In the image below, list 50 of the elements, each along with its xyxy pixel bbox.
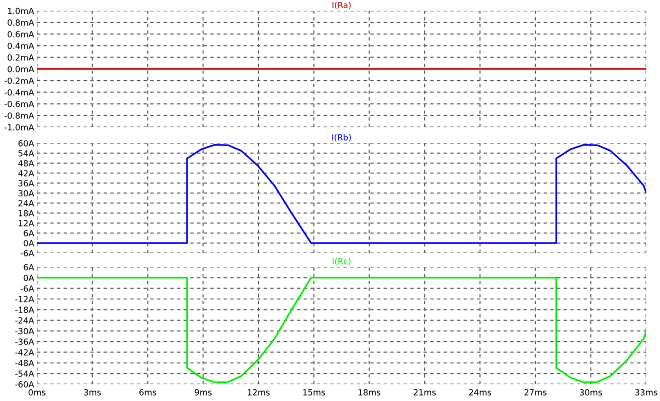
y-tick-label: -42A xyxy=(15,349,34,356)
y-tick-label: -0.8mA xyxy=(4,112,34,119)
y-tick-label: 0.2mA xyxy=(8,54,34,61)
y-tick-label: 54A xyxy=(18,150,34,156)
chart-title: I(Rc) xyxy=(332,258,350,266)
x-tick-label: 27ms xyxy=(524,389,547,396)
y-tick-label: 6A xyxy=(24,264,34,270)
x-tick-label: 15ms xyxy=(303,389,325,396)
y-tick-label: 30A xyxy=(18,190,34,196)
y-tick-label: -0.6mA xyxy=(4,100,34,108)
y-tick-label: 0A xyxy=(24,240,34,246)
y-tick-label: -60A xyxy=(15,381,34,388)
y-tick-label: -0.4mA xyxy=(4,89,34,96)
y-tick-label: 0.4mA xyxy=(8,42,34,49)
y-tick-label: 0.0mA xyxy=(8,66,34,72)
x-tick-label: 30ms xyxy=(580,389,602,396)
y-tick-label: -18A xyxy=(15,306,34,313)
y-tick-label: -30A xyxy=(15,328,34,334)
x-tick-label: 6ms xyxy=(139,389,156,396)
y-tick-label: -54A xyxy=(15,370,34,377)
y-tick-label: 0.6mA xyxy=(8,31,34,38)
y-tick-label: 36A xyxy=(18,180,34,186)
x-tick-label: 33ms xyxy=(635,389,658,396)
y-tick-label: -36A xyxy=(15,338,34,345)
y-tick-label: 60A xyxy=(18,140,34,146)
x-tick-label: 12ms xyxy=(248,389,270,396)
y-tick-label: 0.8mA xyxy=(8,19,34,26)
x-tick-label: 9ms xyxy=(194,389,212,396)
y-tick-label: -48A xyxy=(15,360,34,366)
y-tick-label: 0A xyxy=(24,274,34,281)
y-tick-label: 18A xyxy=(18,210,34,216)
y-tick-label: -1.0mA xyxy=(4,124,34,130)
y-tick-label: 42A xyxy=(18,170,34,176)
y-tick-label: -24A xyxy=(15,317,34,324)
x-tick-label: 21ms xyxy=(414,389,436,396)
y-tick-label: -12A xyxy=(15,296,34,302)
x-tick-label: 3ms xyxy=(84,389,101,396)
x-tick-label: 0ms xyxy=(28,389,46,396)
y-tick-label: 48A xyxy=(18,160,34,166)
chart-title: I(Rb) xyxy=(332,134,351,142)
x-tick-label: 18ms xyxy=(358,389,380,396)
chart-title: I(Ra) xyxy=(332,2,351,10)
y-tick-label: -0.2mA xyxy=(4,78,34,84)
y-tick-label: -6A xyxy=(20,285,34,292)
y-tick-label: 12A xyxy=(18,220,34,226)
y-tick-label: 1.0mA xyxy=(8,8,34,14)
y-tick-label: 6A xyxy=(24,230,34,236)
x-tick-label: 24ms xyxy=(469,389,492,396)
y-tick-label: -6A xyxy=(20,250,34,256)
y-tick-label: 24A xyxy=(18,200,34,206)
